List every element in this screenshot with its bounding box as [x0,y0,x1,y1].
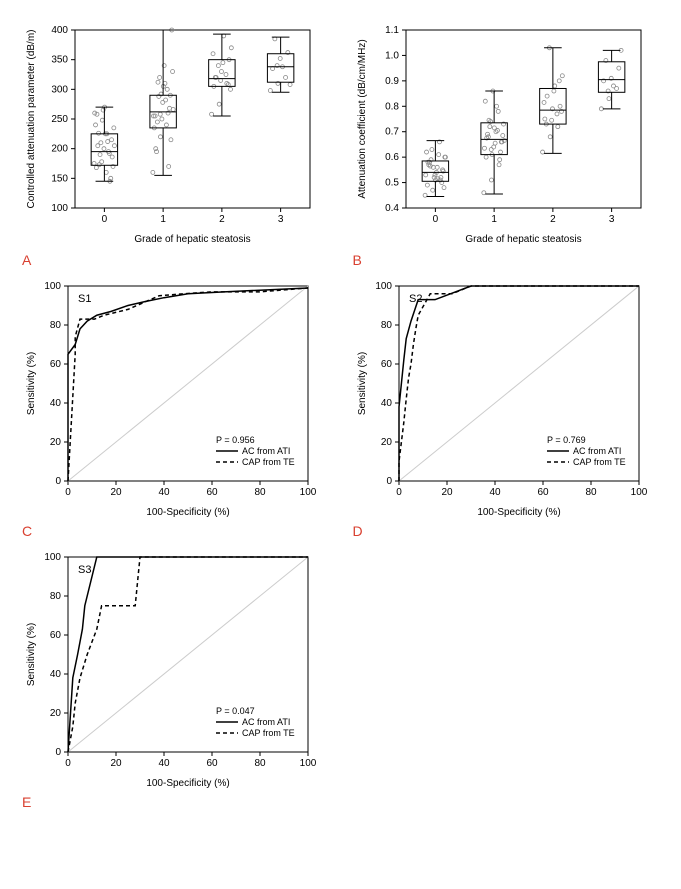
svg-text:100: 100 [300,758,317,769]
svg-text:100-Specificity (%): 100-Specificity (%) [146,507,229,518]
svg-text:0: 0 [432,214,438,225]
svg-text:60: 60 [50,630,62,641]
svg-text:1: 1 [160,214,166,225]
svg-text:S1: S1 [78,293,91,305]
svg-text:Grade of hepatic steatosis: Grade of hepatic steatosis [465,234,581,245]
panel-D: 00 20 20 40 40 60 60 80 80 100 100 100-Specificity … [351,276,662,539]
svg-text:0.9: 0.9 [385,76,399,87]
svg-text:60: 60 [206,758,218,769]
svg-text:Sensitivity (%): Sensitivity (%) [26,623,37,686]
svg-text:40: 40 [380,398,392,409]
svg-text:100: 100 [44,281,61,292]
svg-text:80: 80 [380,320,392,331]
svg-text:40: 40 [489,487,501,498]
chart-E: 00 20 20 40 40 60 60 80 80 100 100 100-Specificity … [20,547,331,792]
svg-text:Attenuation coefficient (dB/cm: Attenuation coefficient (dB/cm/MHz) [357,39,368,198]
svg-text:1: 1 [491,214,497,225]
svg-text:250: 250 [51,114,68,125]
svg-text:80: 80 [50,591,62,602]
svg-text:AC from ATI: AC from ATI [242,717,290,727]
svg-text:CAP from TE: CAP from TE [242,728,295,738]
svg-text:40: 40 [158,487,170,498]
svg-text:100: 100 [300,487,317,498]
svg-text:80: 80 [50,320,62,331]
svg-text:S2: S2 [409,293,422,305]
svg-text:80: 80 [254,758,266,769]
svg-text:20: 20 [441,487,453,498]
svg-text:AC from ATI: AC from ATI [242,446,290,456]
svg-text:100: 100 [630,487,647,498]
svg-text:0.7: 0.7 [385,127,399,138]
svg-text:300: 300 [51,84,68,95]
svg-text:0: 0 [386,476,392,487]
svg-text:40: 40 [50,669,62,680]
svg-text:Controlled attenuation paramet: Controlled attenuation parameter (dB/m) [26,30,37,209]
svg-text:CAP from TE: CAP from TE [242,457,295,467]
svg-text:3: 3 [608,214,614,225]
svg-text:0.5: 0.5 [385,178,399,189]
svg-text:P = 0.956: P = 0.956 [216,435,255,445]
svg-text:150: 150 [51,173,68,184]
svg-text:60: 60 [537,487,549,498]
svg-text:0.4: 0.4 [385,203,399,214]
svg-text:Sensitivity (%): Sensitivity (%) [357,352,368,415]
panel-label-E: E [22,794,331,810]
chart-A: 100 150 200 250 300 350 400 Controlled attenuat… [20,20,331,250]
svg-text:40: 40 [158,758,170,769]
svg-text:0: 0 [55,747,61,758]
svg-text:20: 20 [110,487,122,498]
panel-label-D: D [353,523,662,539]
svg-text:100: 100 [375,281,392,292]
panel-label-B: B [353,252,662,268]
panel-label-A: A [22,252,331,268]
svg-text:0: 0 [102,214,108,225]
svg-text:Sensitivity (%): Sensitivity (%) [26,352,37,415]
svg-text:AC from ATI: AC from ATI [573,446,621,456]
svg-text:20: 20 [50,437,62,448]
svg-text:200: 200 [51,144,68,155]
svg-text:20: 20 [110,758,122,769]
svg-text:S3: S3 [78,564,91,576]
svg-text:1.0: 1.0 [385,50,399,61]
svg-text:2: 2 [550,214,556,225]
svg-text:2: 2 [219,214,225,225]
svg-text:0.8: 0.8 [385,101,399,112]
svg-text:0.6: 0.6 [385,152,399,163]
svg-text:80: 80 [585,487,597,498]
svg-text:60: 60 [50,359,62,370]
svg-text:350: 350 [51,55,68,66]
chart-D: 00 20 20 40 40 60 60 80 80 100 100 100-Specificity … [351,276,662,521]
svg-text:P = 0.769: P = 0.769 [547,435,586,445]
svg-text:0: 0 [65,487,71,498]
svg-text:1.1: 1.1 [385,25,399,36]
svg-text:60: 60 [206,487,218,498]
figure-grid: 100150200250300350400Controlled attenuat… [20,20,661,810]
svg-text:CAP from TE: CAP from TE [573,457,626,467]
svg-text:0: 0 [65,758,71,769]
svg-text:400: 400 [51,25,68,36]
svg-text:40: 40 [50,398,62,409]
svg-text:100-Specificity (%): 100-Specificity (%) [146,778,229,789]
panel-A: 100 150 200 250 300 350 400 Controlled attenuat… [20,20,331,268]
chart-C: 00 20 20 40 40 60 60 80 80 100 100 100-Specificity … [20,276,331,521]
chart-B: 0.4 0.5 0.6 0.7 0.8 0.9 1.0 1.1 Attenuation coef… [351,20,662,250]
svg-text:Grade of hepatic steatosis: Grade of hepatic steatosis [134,234,250,245]
panel-E: 00 20 20 40 40 60 60 80 80 100 100 100-Specificity … [20,547,331,810]
panel-B: 0.4 0.5 0.6 0.7 0.8 0.9 1.0 1.1 Attenuation coef… [351,20,662,268]
svg-text:20: 20 [50,708,62,719]
svg-text:0: 0 [55,476,61,487]
svg-text:0: 0 [396,487,402,498]
panel-C: 00 20 20 40 40 60 60 80 80 100 100 100-Specificity … [20,276,331,539]
svg-text:3: 3 [278,214,284,225]
svg-text:20: 20 [380,437,392,448]
svg-text:60: 60 [380,359,392,370]
svg-text:100: 100 [51,203,68,214]
svg-text:80: 80 [254,487,266,498]
panel-label-C: C [22,523,331,539]
svg-text:100: 100 [44,552,61,563]
svg-text:100-Specificity (%): 100-Specificity (%) [477,507,560,518]
svg-text:P = 0.047: P = 0.047 [216,706,255,716]
